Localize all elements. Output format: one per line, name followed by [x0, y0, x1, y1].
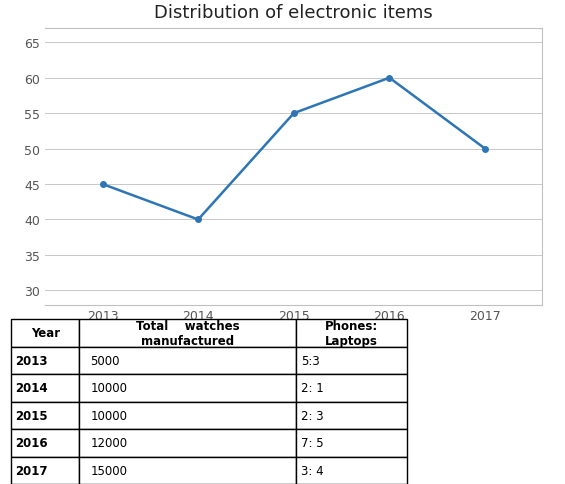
Title: Distribution of electronic items: Distribution of electronic items [154, 4, 433, 22]
Legend: Apple: Apple [254, 336, 334, 360]
